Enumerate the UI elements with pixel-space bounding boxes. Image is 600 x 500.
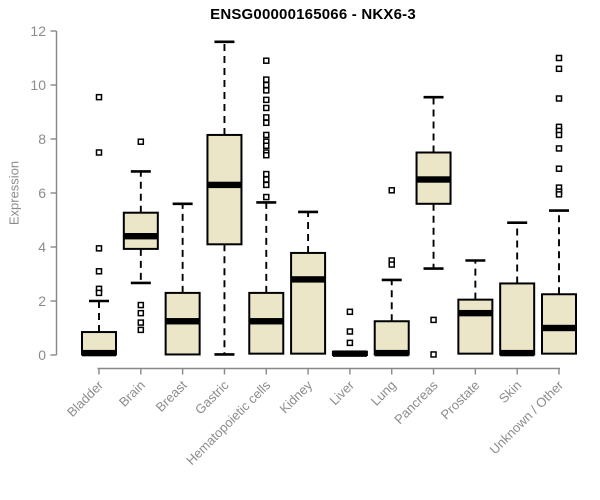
- y-tick-label: 12: [30, 23, 46, 39]
- outlier-point: [263, 176, 270, 183]
- y-tick-label: 6: [38, 185, 46, 201]
- y-tick-label: 2: [38, 293, 46, 309]
- median-line: [416, 176, 451, 183]
- outlier-point: [555, 191, 563, 198]
- outlier-point: [555, 65, 563, 73]
- outlier-point: [555, 165, 563, 172]
- outlier-point: [346, 308, 354, 316]
- x-tick-label-brain: Brain: [116, 378, 148, 410]
- outlier-point: [555, 54, 563, 62]
- y-axis: 0 2 4 6 8 10 12: [30, 23, 58, 363]
- median-line: [249, 318, 284, 325]
- y-tick-label: 10: [30, 77, 46, 93]
- boxplot-lung: [373, 187, 410, 357]
- outlier-point: [430, 351, 437, 358]
- x-tick-label-liver: Liver: [326, 377, 357, 408]
- boxplot-liver: [331, 308, 368, 357]
- outlier-point: [346, 339, 354, 347]
- y-tick-label: 4: [38, 239, 46, 255]
- boxplot-prostate: [457, 259, 494, 355]
- boxplot-kidney: [290, 210, 327, 355]
- median-line: [123, 233, 158, 240]
- boxplot-unknown-other: [541, 54, 577, 355]
- outlier-point: [263, 151, 270, 159]
- x-tick-label-unknown-other: Unknown / Other: [487, 377, 567, 457]
- outlier-point: [263, 76, 270, 83]
- outlier-point: [263, 181, 270, 189]
- y-tick-label: 0: [38, 347, 46, 363]
- outlier-point: [95, 149, 103, 156]
- outlier-point: [346, 328, 354, 335]
- box-iqr: [457, 298, 494, 355]
- outlier-point: [555, 95, 563, 102]
- box-iqr: [290, 251, 327, 355]
- median-line: [542, 324, 576, 332]
- outlier-point: [430, 316, 437, 324]
- outlier-point: [263, 193, 270, 201]
- outlier-point: [263, 57, 270, 64]
- boxplot-hematopoietic-cells: [248, 57, 285, 355]
- y-tick-label: 8: [38, 131, 46, 147]
- outlier-point: [137, 138, 145, 145]
- median-line: [374, 349, 409, 357]
- outlier-point: [137, 326, 145, 334]
- median-line: [207, 181, 242, 189]
- chart-title: ENSG00000165066 - NKX6-3: [210, 6, 416, 23]
- outlier-point: [137, 309, 145, 317]
- median-line: [291, 276, 326, 283]
- x-tick-label-pancreas: Pancreas: [391, 377, 441, 427]
- outlier-point: [263, 81, 270, 89]
- boxplot-gastric: [206, 40, 243, 356]
- outlier-point: [388, 261, 395, 268]
- x-tick-label-gastric: Gastric: [192, 377, 232, 417]
- outlier-point: [263, 142, 270, 149]
- x-tick-label-breast: Breast: [153, 377, 190, 414]
- median-line: [332, 350, 367, 357]
- boxplot-skin: [499, 221, 536, 357]
- outlier-point: [95, 93, 103, 101]
- boxplot-pancreas: [415, 95, 452, 358]
- outlier-point: [263, 87, 270, 94]
- outlier-point: [95, 289, 103, 297]
- boxplot-bladder: [81, 93, 117, 357]
- boxplot-brain: [122, 138, 159, 334]
- x-tick-label-skin: Skin: [496, 378, 524, 406]
- outlier-point: [263, 114, 270, 121]
- outlier-point: [95, 245, 103, 252]
- outlier-point: [95, 268, 103, 275]
- x-tick-label-bladder: Bladder: [64, 377, 107, 420]
- outlier-point: [263, 131, 270, 139]
- outlier-point: [555, 131, 563, 139]
- median-line: [500, 349, 535, 357]
- box-iqr: [499, 282, 536, 356]
- x-tick-label-kidney: Kidney: [276, 377, 315, 416]
- outlier-point: [137, 301, 145, 309]
- median-line: [165, 318, 200, 325]
- outlier-point: [137, 319, 145, 326]
- median-line: [82, 349, 116, 357]
- outlier-point: [555, 145, 563, 152]
- boxplot-breast: [164, 202, 201, 356]
- box-iqr: [541, 293, 577, 355]
- outlier-point: [388, 187, 395, 194]
- x-tick-label-lung: Lung: [368, 378, 399, 409]
- box-iqr: [122, 211, 159, 250]
- box-iqr: [206, 133, 243, 246]
- outlier-point: [263, 170, 270, 178]
- box-iqr: [373, 320, 410, 356]
- median-line: [458, 309, 493, 317]
- outlier-point: [263, 119, 270, 127]
- x-tick-label-prostate: Prostate: [438, 378, 483, 423]
- outlier-point: [263, 104, 270, 112]
- outlier-point: [263, 96, 270, 104]
